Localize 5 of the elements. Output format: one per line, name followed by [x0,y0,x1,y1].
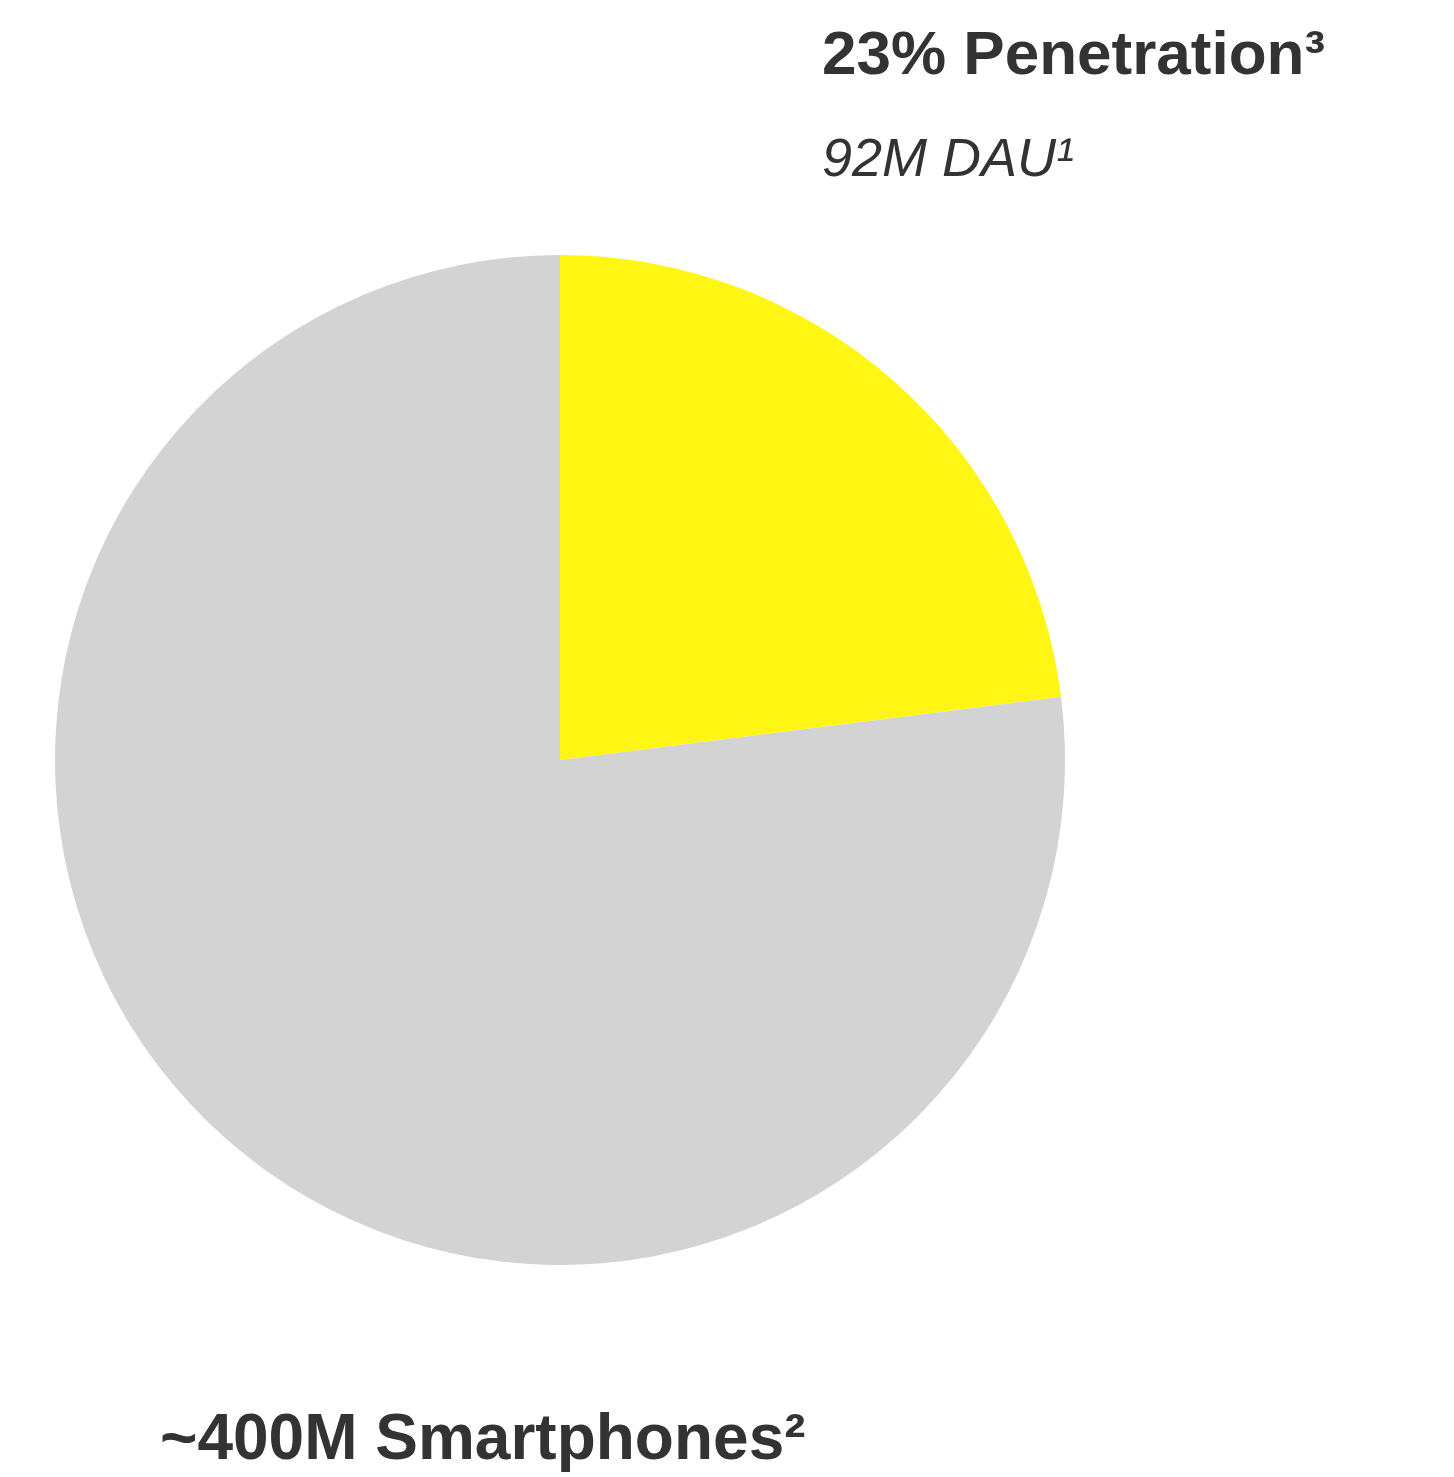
pie-slice [55,255,1065,1265]
text: 92M DAU¹ [822,127,1075,187]
pie-slice [560,255,1062,760]
text: 23% Penetration³ [822,18,1326,87]
text: ~400M Smartphones² [160,1401,806,1473]
